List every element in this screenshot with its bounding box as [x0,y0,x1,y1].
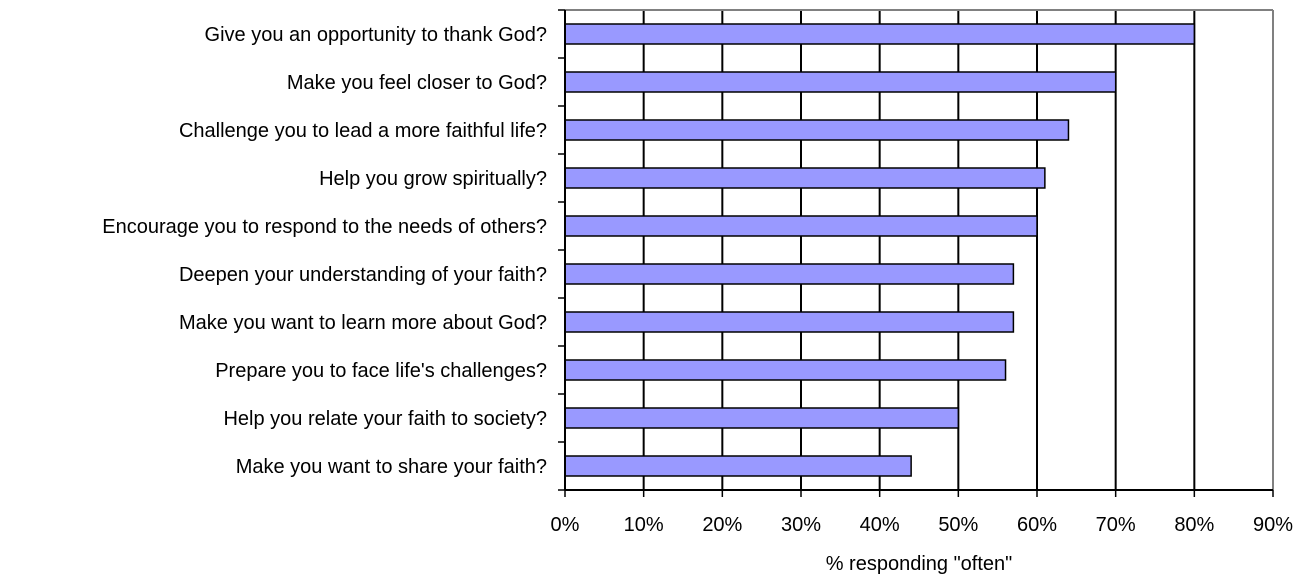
axes [558,9,1274,497]
category-label: Give you an opportunity to thank God? [205,24,547,46]
x-tick-labels: 0% 10% 20% 30% 40% 50% 60% 70% 80% 90% [551,514,1294,536]
bar [564,119,1070,141]
x-tick-label: 70% [1096,514,1136,536]
x-tick-label: 10% [624,514,664,536]
bar [564,167,1046,189]
x-tick-label: 90% [1253,514,1293,536]
category-label: Prepare you to face life's challenges? [215,360,547,382]
category-labels: Give you an opportunity to thank God? Mak… [102,24,547,478]
bar [564,23,1196,45]
x-tick-label: 80% [1174,514,1214,536]
x-tick-label: 50% [938,514,978,536]
bar [564,215,1038,237]
category-label: Challenge you to lead a more faithful li… [179,120,547,142]
category-label: Help you relate your faith to society? [223,408,547,430]
category-label: Encourage you to respond to the needs of… [102,216,547,238]
category-label: Make you want to learn more about God? [179,312,547,334]
bar [564,407,960,429]
bar [564,359,1007,381]
bar [564,263,1015,285]
bar [564,311,1015,333]
x-tick-label: 0% [551,514,580,536]
x-tick-label: 30% [781,514,821,536]
category-label: Deepen your understanding of your faith? [179,264,547,286]
category-label: Help you grow spiritually? [319,168,547,190]
bars [564,23,1196,477]
bar [564,455,912,477]
x-tick-label: 40% [860,514,900,536]
category-label: Make you feel closer to God? [287,72,547,94]
x-tick-label: 60% [1017,514,1057,536]
x-axis-title: % responding "often" [826,553,1013,575]
x-tick-label: 20% [702,514,742,536]
category-label: Make you want to share your faith? [236,456,547,478]
bar [564,71,1117,93]
